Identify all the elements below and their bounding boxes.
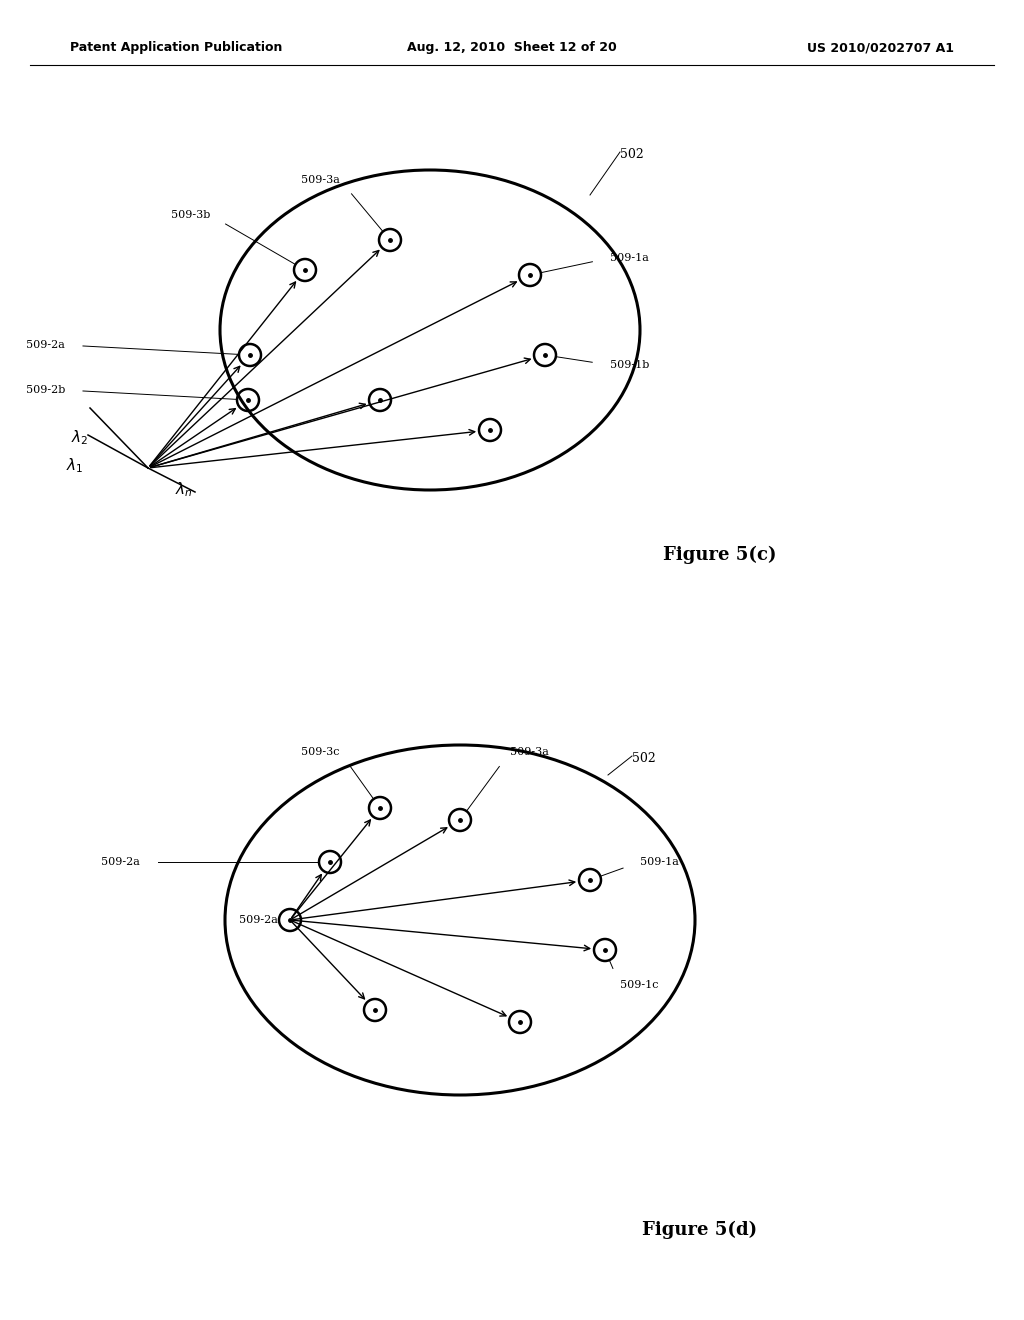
- Text: 509-2a: 509-2a: [240, 915, 278, 925]
- Text: 509-2b: 509-2b: [26, 385, 65, 395]
- Text: $\lambda_1$: $\lambda_1$: [66, 457, 83, 475]
- Text: 502: 502: [632, 752, 655, 766]
- Text: 509-1a: 509-1a: [610, 253, 649, 263]
- Text: Aug. 12, 2010  Sheet 12 of 20: Aug. 12, 2010 Sheet 12 of 20: [408, 41, 616, 54]
- Text: Figure 5(d): Figure 5(d): [642, 1221, 758, 1239]
- Text: 509-1b: 509-1b: [610, 360, 649, 370]
- Text: 502: 502: [620, 148, 644, 161]
- Text: 509-1c: 509-1c: [620, 979, 658, 990]
- Text: Figure 5(c): Figure 5(c): [664, 546, 777, 564]
- Text: $\lambda_2$: $\lambda_2$: [71, 429, 88, 447]
- Text: 509-3a: 509-3a: [301, 176, 340, 185]
- Text: US 2010/0202707 A1: US 2010/0202707 A1: [807, 41, 954, 54]
- Text: 509-3c: 509-3c: [301, 747, 340, 756]
- Text: Patent Application Publication: Patent Application Publication: [70, 41, 283, 54]
- Text: 509-3a: 509-3a: [510, 747, 549, 756]
- Text: 509-2a: 509-2a: [101, 857, 140, 867]
- Text: 509-2a: 509-2a: [27, 341, 65, 350]
- Text: 509-3b: 509-3b: [171, 210, 210, 220]
- Text: 509-1a: 509-1a: [640, 857, 679, 867]
- Text: $\lambda_n$: $\lambda_n$: [175, 480, 193, 499]
